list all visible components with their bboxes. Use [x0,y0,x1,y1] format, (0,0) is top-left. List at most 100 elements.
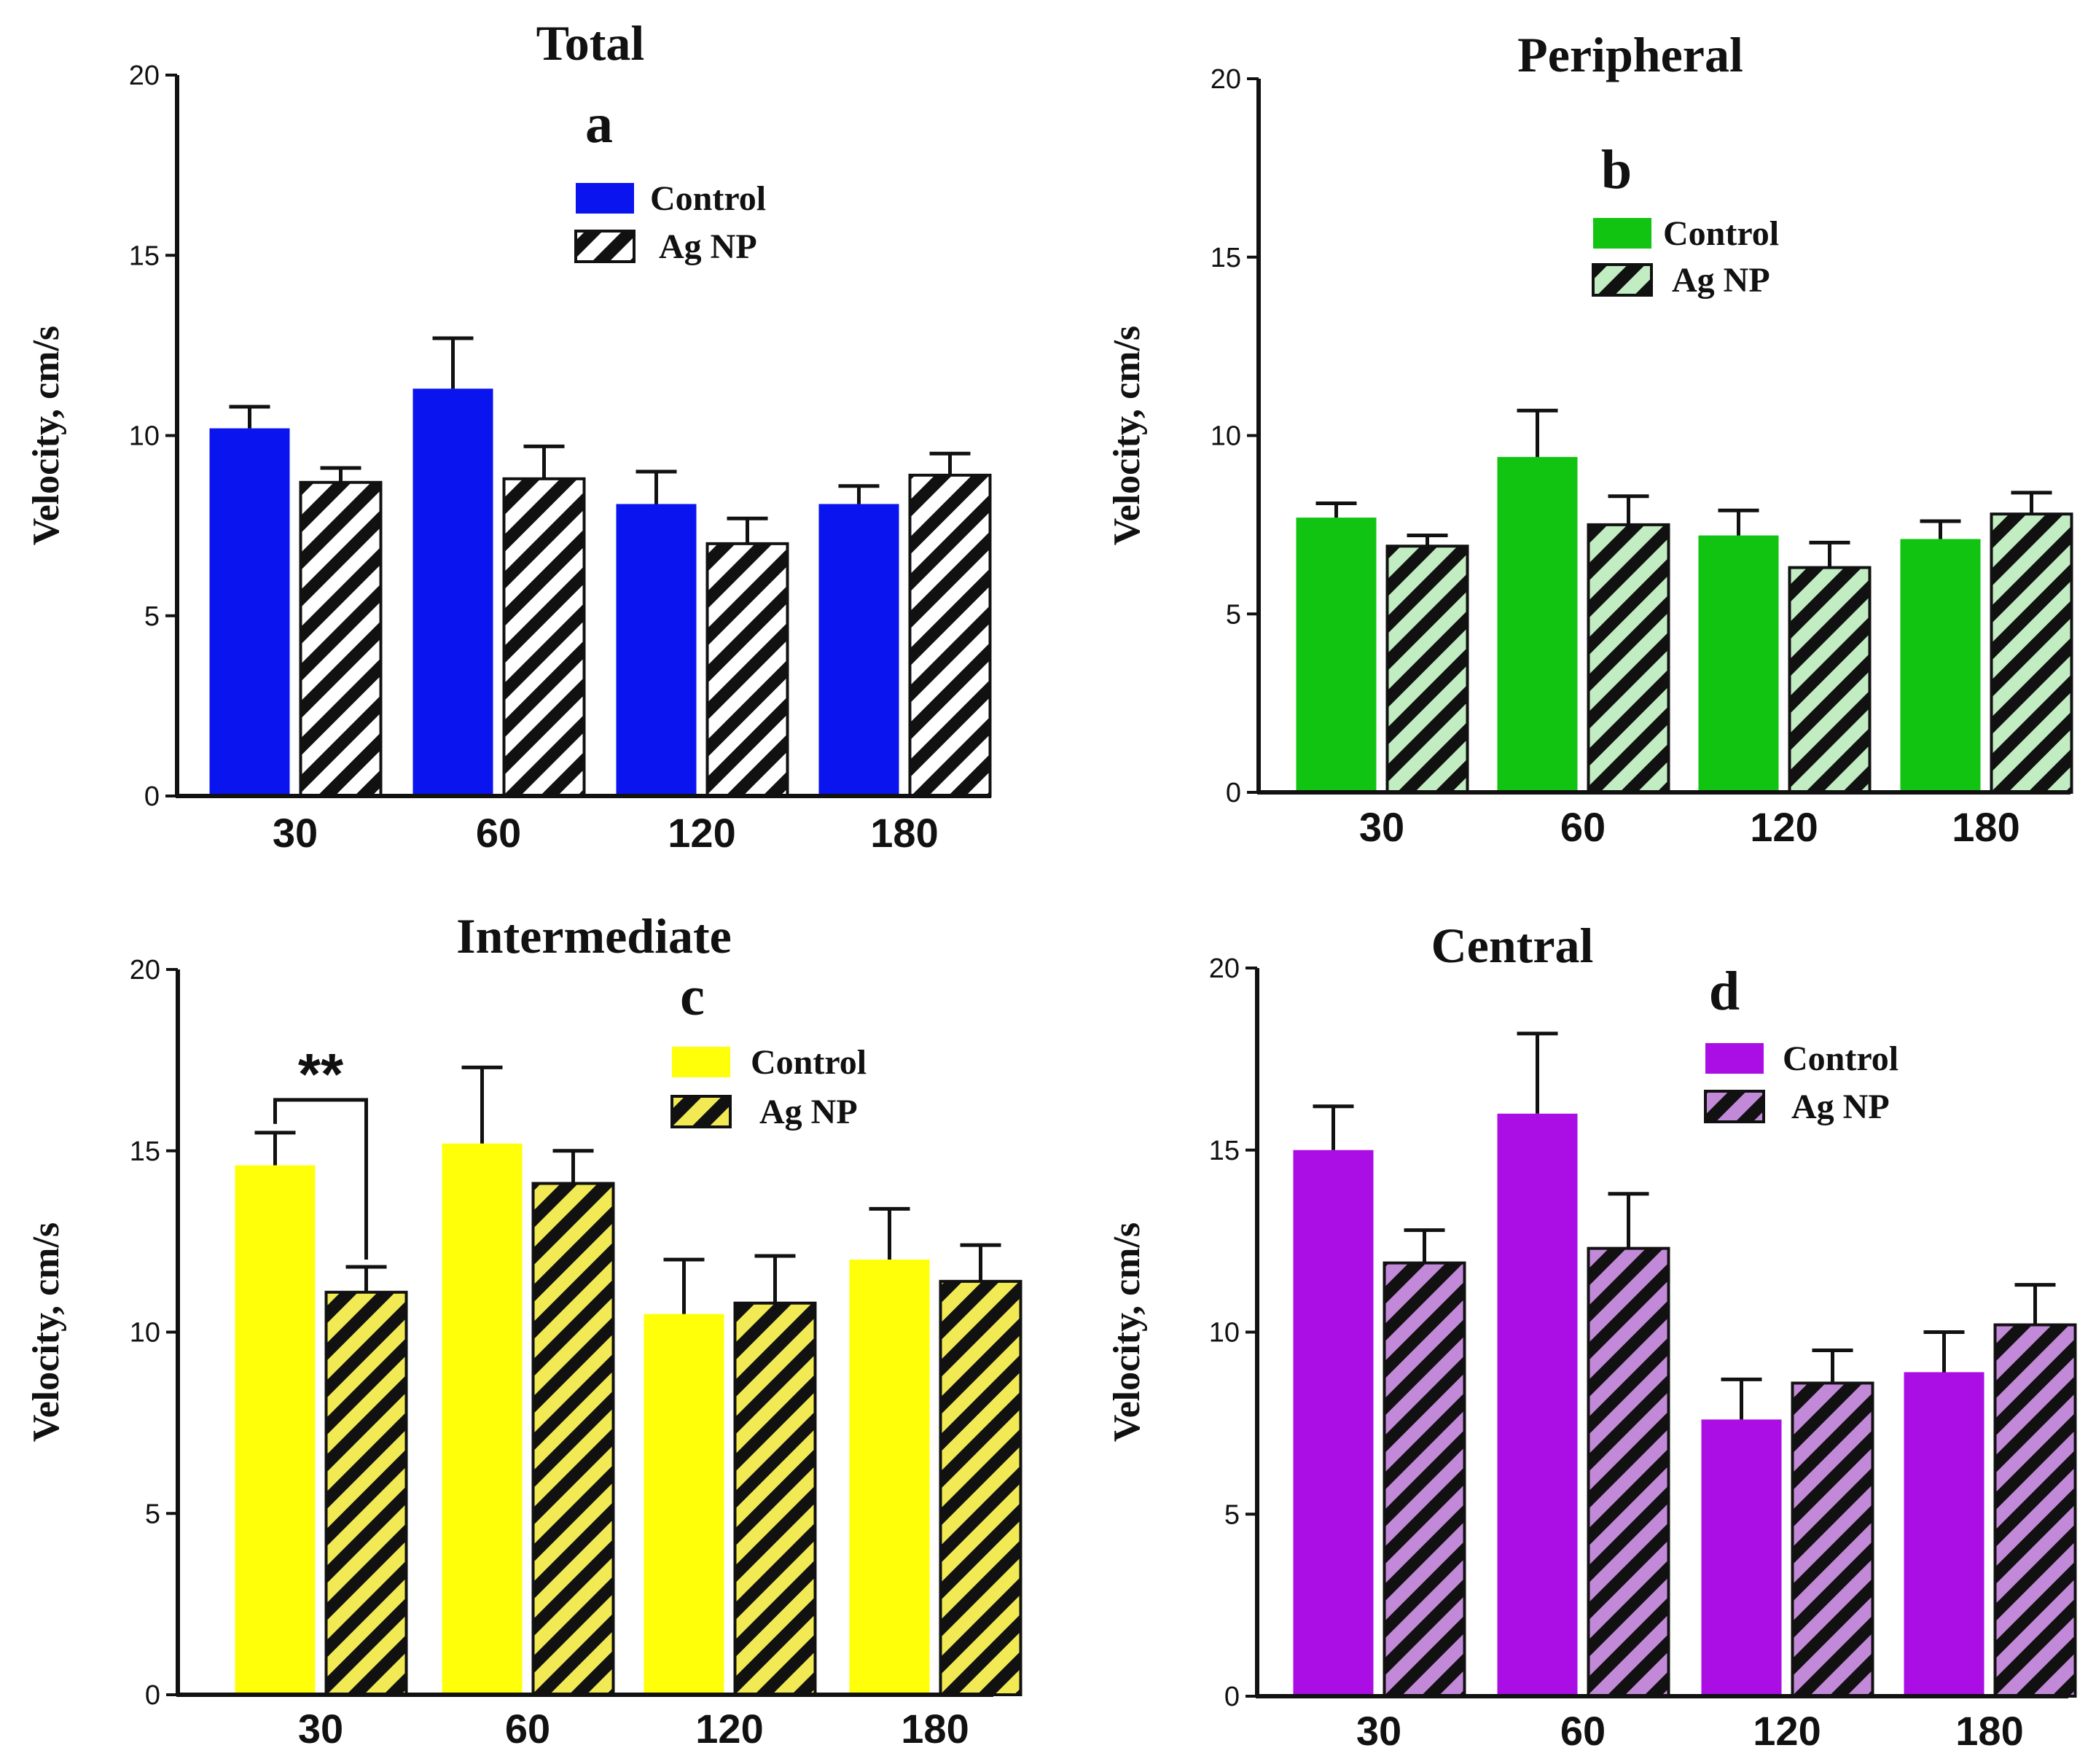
significance-label: ** [298,1042,344,1107]
panel-label: a [585,93,613,155]
x-tick-label: 180 [870,810,938,856]
y-tick-label: 20 [129,61,160,91]
chart-title: Central [1431,918,1594,973]
chart-title: Intermediate [456,908,732,964]
legend: Control Ag NP [1592,214,1779,300]
chart-panel-d: Central d Velocity, cm/s 0 5 10 15 20 30 60 120 180… [1106,918,2077,1754]
y-tick-label: 20 [1209,953,1240,984]
y-tick-label: 10 [129,421,160,452]
y-axis-label: Velocity, cm/s [1106,1222,1148,1442]
x-tick-label: 120 [668,810,735,856]
x-tick-label: 60 [505,1706,550,1752]
legend-swatch-ag-np [1704,1090,1765,1123]
bar-control-60 [442,1143,523,1695]
error-bar-ag-np-60 [523,444,565,479]
x-tick-label: 180 [1952,804,2019,850]
legend-swatch-ag-np [670,1095,732,1128]
error-bar-ag-np-120 [1812,1348,1853,1384]
x-tick-label: 120 [1753,1708,1821,1754]
y-tick-label: 10 [130,1318,160,1349]
error-bar-control-30 [254,1131,296,1166]
y-tick-label: 5 [144,601,160,632]
error-bar-ag-np-180 [929,451,971,475]
bar-ag-np-60 [531,1182,615,1696]
legend-label-control: Control [1783,1039,1898,1078]
legend-swatch-ag-np [1592,263,1653,297]
error-bar-control-120 [1718,508,1759,536]
x-tick-label: 60 [1560,804,1606,850]
legend-label-control: Control [650,179,766,218]
x-tick-label: 120 [695,1706,763,1752]
legend-swatch-control [1593,218,1651,249]
bar-ag-np-120 [733,1301,817,1696]
bar-control-120 [1698,535,1779,792]
x-tick-label: 180 [1955,1708,2023,1754]
error-bar-control-30 [1315,502,1357,518]
y-tick-label: 15 [129,241,160,271]
bar-ag-np-30 [1383,1261,1466,1698]
error-bar-control-120 [1721,1377,1762,1420]
x-tick-label: 30 [298,1706,343,1752]
error-bar-ag-np-30 [1404,1228,1445,1263]
error-bar-control-180 [869,1206,910,1260]
y-axis-label: Velocity, cm/s [26,1222,67,1442]
bar-control-120 [616,504,697,796]
legend-label-ag-np: Ag NP [659,227,757,266]
error-bar-ag-np-120 [1809,540,1850,568]
y-tick-label: 10 [1211,421,1241,452]
error-bar-control-180 [838,484,880,504]
legend: Control Ag NP [670,1043,867,1131]
error-bar-control-60 [1517,408,1558,457]
bar-control-60 [412,389,493,796]
legend-label-control: Control [1663,214,1779,253]
error-bar-control-120 [636,469,677,504]
error-bar-ag-np-30 [1407,534,1448,547]
x-tick-label: 60 [476,810,521,856]
error-bar-ag-np-180 [2014,1283,2056,1325]
panel-label: c [680,966,705,1027]
y-tick-label: 5 [145,1499,160,1529]
bar-control-30 [1293,1150,1374,1696]
error-bar-ag-np-180 [2011,491,2052,515]
y-tick-label: 0 [145,1680,160,1711]
error-bar-ag-np-180 [960,1243,1001,1281]
bar-control-60 [1497,456,1578,792]
error-bar-control-180 [1923,1330,1965,1373]
legend-label-ag-np: Ag NP [1672,261,1770,300]
legend-swatch-control [576,183,634,214]
significance-bracket: ** [273,1042,368,1260]
bar-control-180 [1904,1372,1984,1696]
error-bar-control-30 [229,405,270,429]
error-bar-ag-np-30 [320,466,361,483]
error-bar-control-60 [432,336,474,389]
error-bar-ag-np-60 [1608,494,1649,525]
x-tick-label: 30 [1359,804,1404,850]
bar-ag-np-60 [502,477,586,798]
x-tick-label: 120 [1750,804,1818,850]
bar-ag-np-60 [1587,1246,1670,1698]
y-tick-label: 20 [130,955,160,986]
x-tick-label: 60 [1560,1708,1606,1754]
bar-ag-np-60 [1587,523,1670,794]
panel-label: d [1709,961,1740,1022]
error-bar-control-30 [1313,1104,1354,1150]
bar-ag-np-120 [1791,1381,1874,1698]
error-bar-control-180 [1920,519,1961,539]
y-tick-label: 10 [1209,1318,1240,1349]
bar-control-30 [1296,518,1377,792]
bar-control-30 [235,1165,316,1695]
y-axis-label: Velocity, cm/s [1106,326,1148,545]
legend-swatch-control [1705,1043,1764,1074]
y-axis-label: Velocity, cm/s [26,326,67,545]
y-tick-label: 15 [1209,1136,1240,1166]
legend-label-ag-np: Ag NP [759,1093,858,1131]
legend-swatch-control [672,1047,730,1077]
y-tick-label: 15 [1211,243,1241,273]
x-tick-label: 30 [273,810,318,856]
legend-label-ag-np: Ag NP [1791,1088,1890,1126]
error-bar-control-60 [1517,1031,1558,1114]
error-bar-ag-np-30 [345,1265,387,1292]
error-bar-control-120 [663,1257,705,1314]
x-tick-label: 180 [901,1706,969,1752]
